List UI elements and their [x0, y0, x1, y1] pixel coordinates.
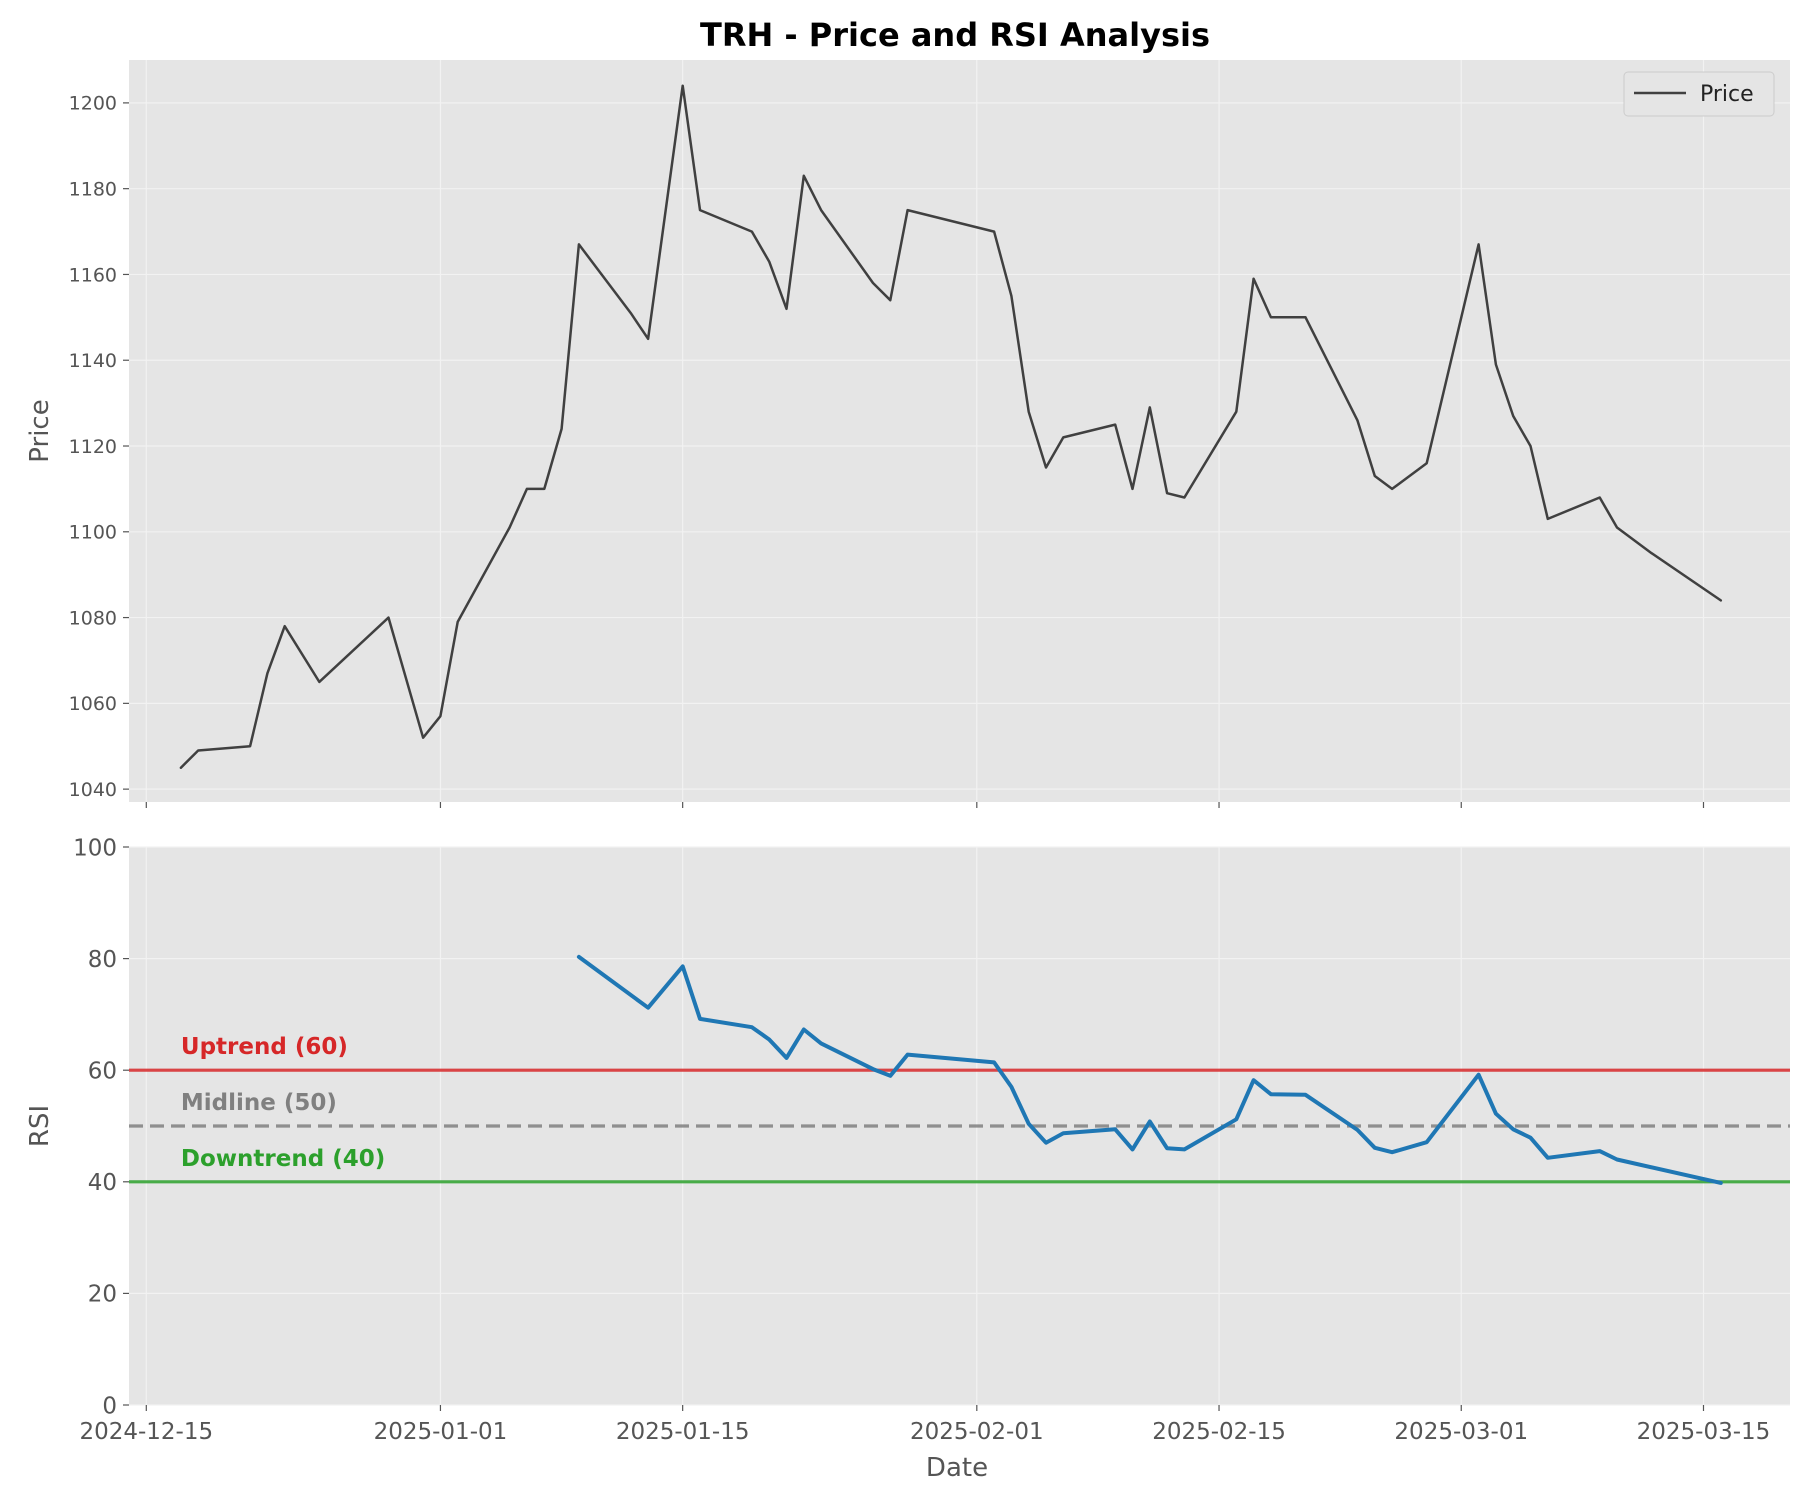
x-tick-label: 2025-01-01	[374, 1419, 508, 1445]
price-plot-area	[129, 60, 1790, 802]
y-tick-label: 1200	[69, 93, 117, 115]
price-series-line	[179, 84, 1723, 769]
y-tick-label: 1060	[69, 693, 117, 715]
y-tick-label: 40	[88, 1170, 117, 1196]
y-tick-label: 60	[88, 1058, 117, 1084]
rsi-panel: Uptrend (60) Midline (50) Downtrend (40) 0…	[25, 835, 1790, 1483]
x-axis-label: Date	[926, 1453, 988, 1483]
legend-price-label: Price	[1700, 82, 1754, 107]
y-tick-label: 0	[102, 1393, 117, 1419]
y-tick-label: 1160	[69, 264, 117, 286]
x-tick-label: 2025-03-01	[1394, 1419, 1528, 1445]
y-tick-label: 1180	[69, 179, 117, 201]
y-tick-label: 1100	[69, 522, 117, 544]
x-tick-label: 2025-01-15	[616, 1419, 750, 1445]
y-tick-label: 1080	[69, 607, 117, 629]
x-tick-label: 2025-03-15	[1637, 1419, 1771, 1445]
reference-line-label: Uptrend (60)	[181, 1034, 348, 1060]
y-tick-label: 1140	[69, 350, 117, 372]
price-panel: 1040 1060 1080 1100 1120 1140 1160 1180 1200 Pri…	[25, 60, 1790, 808]
price-axis-label: Price	[25, 399, 55, 462]
reference-line-label: Midline (50)	[181, 1090, 337, 1116]
rsi-series-line	[576, 954, 1723, 1185]
x-tick-label: 2025-02-15	[1152, 1419, 1286, 1445]
y-tick-label: 1040	[69, 779, 117, 801]
y-tick-label: 100	[73, 835, 117, 861]
legend-box	[1623, 71, 1775, 117]
chart-title: TRH - Price and RSI Analysis	[700, 16, 1210, 54]
y-tick-label: 1120	[69, 436, 117, 458]
legend: Price	[1623, 71, 1775, 117]
y-tick-label: 20	[88, 1282, 117, 1308]
reference-line-label: Downtrend (40)	[181, 1146, 385, 1172]
rsi-axis-label: RSI	[25, 1105, 55, 1147]
x-tick-label: 2025-02-01	[910, 1419, 1044, 1445]
y-tick-label: 80	[88, 947, 117, 973]
x-tick-label: 2024-12-15	[79, 1419, 213, 1445]
